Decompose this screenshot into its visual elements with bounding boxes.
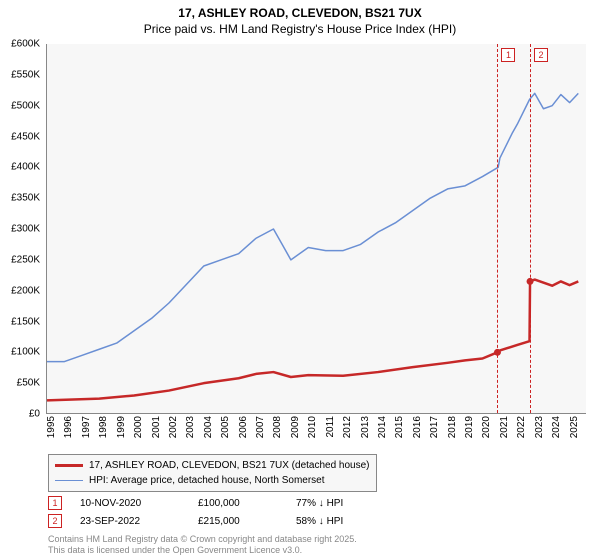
x-tick-label: 2004 [203,416,214,438]
y-tick-label: £150K [11,316,40,327]
y-tick-label: £200K [11,285,40,296]
x-tick-label: 2008 [272,416,283,438]
event-marker-line [530,44,531,413]
marker-box-icon: 1 [48,496,62,510]
event-marker-line [497,44,498,413]
event-pct: 58% ↓ HPI [296,516,386,527]
x-tick-label: 2001 [151,416,162,438]
x-tick-label: 2025 [569,416,580,438]
x-tick-label: 2019 [464,416,475,438]
x-tick-label: 1997 [81,416,92,438]
x-tick-label: 1995 [46,416,57,438]
x-tick-label: 1998 [98,416,109,438]
y-tick-label: £550K [11,69,40,80]
events-table: 1 10-NOV-2020 £100,000 77% ↓ HPI 2 23-SE… [48,494,386,530]
series-line-price_paid [47,280,578,401]
x-tick-label: 2002 [168,416,179,438]
event-marker-box: 2 [534,48,548,62]
y-tick-label: £600K [11,39,40,50]
event-pct: 77% ↓ HPI [296,498,386,509]
legend-swatch [55,464,83,467]
legend-row: HPI: Average price, detached house, Nort… [55,473,370,488]
chart-legend: 17, ASHLEY ROAD, CLEVEDON, BS21 7UX (det… [48,454,377,492]
x-tick-label: 2014 [377,416,388,438]
x-tick-label: 2005 [220,416,231,438]
table-row: 2 23-SEP-2022 £215,000 58% ↓ HPI [48,512,386,530]
legend-swatch [55,480,83,481]
table-row: 1 10-NOV-2020 £100,000 77% ↓ HPI [48,494,386,512]
x-tick-label: 2009 [290,416,301,438]
x-tick-label: 2012 [342,416,353,438]
legend-row: 17, ASHLEY ROAD, CLEVEDON, BS21 7UX (det… [55,458,370,473]
x-tick-label: 2013 [360,416,371,438]
attribution-line: This data is licensed under the Open Gov… [48,545,357,556]
event-marker-box: 1 [501,48,515,62]
chart-title: 17, ASHLEY ROAD, CLEVEDON, BS21 7UX Pric… [0,0,600,37]
x-tick-label: 2006 [238,416,249,438]
y-axis: £0£50K£100K£150K£200K£250K£300K£350K£400… [0,44,44,414]
y-tick-label: £50K [17,378,40,389]
y-tick-label: £100K [11,347,40,358]
y-tick-label: £250K [11,254,40,265]
x-tick-label: 2024 [551,416,562,438]
x-tick-label: 2018 [447,416,458,438]
x-tick-label: 2021 [499,416,510,438]
x-axis: 1995 1996 1997 1998 1999 2000 2001 2002 2003 2004… [46,414,586,454]
y-tick-label: £400K [11,162,40,173]
x-tick-label: 2022 [516,416,527,438]
legend-label: HPI: Average price, detached house, Nort… [89,475,325,486]
chart-svg [47,44,586,413]
x-tick-label: 2010 [307,416,318,438]
event-price: £100,000 [198,498,278,509]
legend-label: 17, ASHLEY ROAD, CLEVEDON, BS21 7UX (det… [89,460,370,471]
x-tick-label: 1996 [63,416,74,438]
x-tick-label: 2015 [394,416,405,438]
event-price: £215,000 [198,516,278,527]
marker-box-icon: 2 [48,514,62,528]
x-tick-label: 2017 [429,416,440,438]
y-tick-label: £500K [11,100,40,111]
x-tick-label: 2000 [133,416,144,438]
y-tick-label: £350K [11,193,40,204]
event-date: 23-SEP-2022 [80,516,180,527]
x-tick-label: 2020 [481,416,492,438]
attribution-text: Contains HM Land Registry data © Crown c… [48,534,357,556]
chart-plot-area: 12 [46,44,586,414]
title-subtitle: Price paid vs. HM Land Registry's House … [0,22,600,38]
x-tick-label: 2016 [412,416,423,438]
attribution-line: Contains HM Land Registry data © Crown c… [48,534,357,545]
x-tick-label: 2003 [185,416,196,438]
y-tick-label: £300K [11,224,40,235]
event-date: 10-NOV-2020 [80,498,180,509]
x-tick-label: 1999 [116,416,127,438]
series-line-hpi [47,93,578,361]
x-tick-label: 2011 [325,416,336,438]
x-tick-label: 2023 [534,416,545,438]
title-address: 17, ASHLEY ROAD, CLEVEDON, BS21 7UX [0,6,600,22]
y-tick-label: £450K [11,131,40,142]
x-tick-label: 2007 [255,416,266,438]
y-tick-label: £0 [29,409,40,420]
